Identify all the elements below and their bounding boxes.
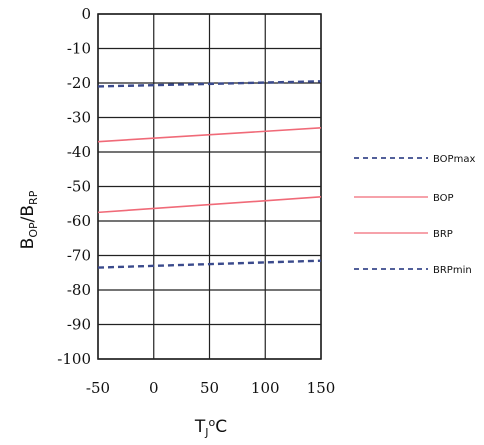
series-line-bopmax xyxy=(97,80,322,88)
legend-label-bop: BOP xyxy=(433,193,454,204)
y-tick-label: -90 xyxy=(67,316,91,334)
chart-series xyxy=(97,80,322,269)
y-tick-label: -40 xyxy=(67,143,91,161)
legend-label-brpmin: BRPmin xyxy=(433,265,472,276)
x-tick-label: 0 xyxy=(149,379,159,397)
y-tick-label: -80 xyxy=(67,281,91,299)
y-axis-ticks: 0 -10 -20 -30 -40 -50 -60 -70 -80 -90 -100 xyxy=(57,5,91,368)
y-tick-label: -60 xyxy=(67,212,91,230)
y-tick-label: -70 xyxy=(67,247,91,265)
y-tick-label: -50 xyxy=(67,178,91,196)
x-tick-label: 50 xyxy=(200,379,219,397)
legend: BOPmax BOP BRP BRPmin xyxy=(354,154,475,276)
chart-grid xyxy=(97,13,322,360)
x-axis-ticks: -50 0 50 100 150 xyxy=(86,379,335,397)
x-tick-label: 100 xyxy=(251,379,280,397)
x-axis-label: TJoC xyxy=(194,416,227,439)
series-line-brpmin xyxy=(97,259,322,269)
y-tick-label: -30 xyxy=(67,109,91,127)
y-tick-label: 0 xyxy=(81,5,91,23)
x-tick-label: 150 xyxy=(307,379,336,397)
y-axis-label: BOP/BRP xyxy=(18,190,40,249)
y-tick-label: -100 xyxy=(57,350,91,368)
legend-label-bopmax: BOPmax xyxy=(433,154,475,165)
series-line-bop xyxy=(97,127,322,143)
y-tick-label: -10 xyxy=(67,40,91,58)
legend-label-brp: BRP xyxy=(433,229,453,240)
series-line-brp xyxy=(97,196,322,214)
y-tick-label: -20 xyxy=(67,74,91,92)
x-tick-label: -50 xyxy=(86,379,110,397)
